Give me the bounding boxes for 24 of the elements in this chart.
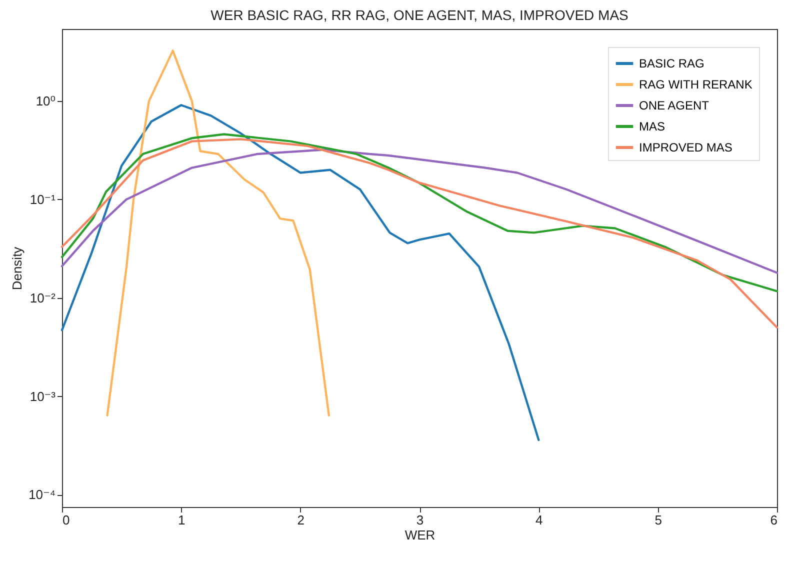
legend-label: IMPROVED MAS (639, 140, 732, 154)
line-series (60, 104, 540, 442)
y-tick-label: 10⁻² (30, 290, 56, 306)
y-tick-label: 10⁰ (36, 94, 56, 109)
legend-label: BASIC RAG (639, 56, 704, 70)
line-series (106, 50, 330, 416)
x-tick-label: 5 (654, 512, 662, 528)
y-tick-label: 10⁻³ (30, 388, 56, 404)
line-series (60, 138, 778, 329)
chart-title: WER BASIC RAG, RR RAG, ONE AGENT, MAS, IMPROVED MAS (210, 7, 628, 23)
x-tick-label: 4 (536, 512, 543, 528)
y-tick-label: 10⁻⁴ (28, 487, 56, 502)
y-axis-title: Density (10, 246, 25, 290)
x-tick-label: 6 (770, 512, 778, 528)
x-tick-label: 2 (297, 512, 304, 528)
legend-label: ONE AGENT (639, 98, 710, 112)
legend-label: MAS (639, 120, 666, 134)
line-series (60, 133, 778, 292)
x-tick-label: 0 (62, 512, 70, 528)
x-tick-label: 1 (178, 512, 186, 528)
y-tick-label: 10⁻¹ (30, 192, 56, 207)
legend-label: RAG WITH RERANK (639, 78, 752, 92)
x-axis-title: WER (404, 528, 436, 542)
x-tick-label: 3 (416, 512, 424, 528)
